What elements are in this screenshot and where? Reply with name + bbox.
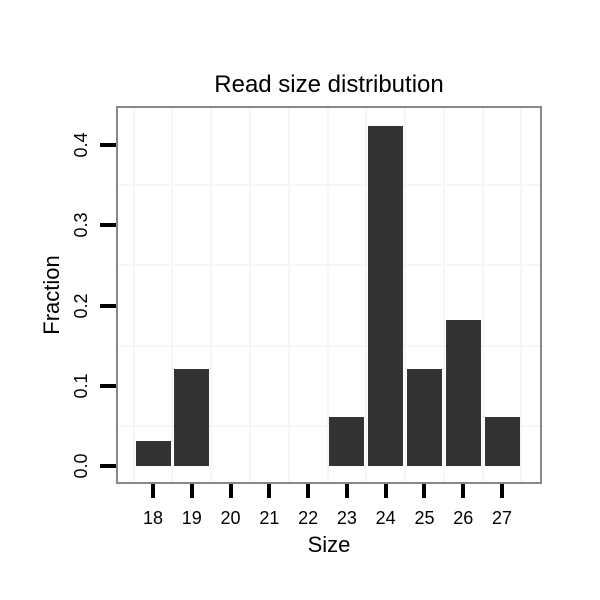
chart-title: Read size distribution: [214, 71, 444, 98]
bar-23: [329, 417, 365, 466]
minor-gridline-vertical: [326, 108, 329, 482]
y-tick-mark-0.1: [100, 383, 116, 388]
x-tick-label-18: 18: [142, 508, 164, 528]
x-tick-label-25: 25: [414, 508, 435, 528]
y-axis-label: Fraction: [39, 255, 64, 335]
minor-gridline-horizontal: [118, 264, 540, 267]
plot-panel: [116, 106, 542, 484]
x-tick-label-22: 22: [298, 508, 319, 528]
bar-27: [484, 417, 520, 466]
y-tick-label-0.4: 0.4: [71, 132, 91, 158]
minor-gridline-horizontal: [118, 184, 540, 187]
minor-gridline-vertical: [481, 108, 484, 482]
x-tick-label-26: 26: [453, 508, 474, 528]
x-tick-mark-18: [151, 484, 155, 498]
x-tick-label-21: 21: [259, 508, 280, 528]
x-tick-mark-23: [344, 484, 349, 498]
bar-25: [406, 368, 442, 466]
y-tick-label-0.2: 0.2: [71, 292, 91, 319]
x-tick-label-19: 19: [181, 508, 202, 528]
x-tick-mark-22: [306, 484, 311, 498]
x-tick-mark-26: [461, 484, 466, 498]
x-tick-label-23: 23: [336, 508, 357, 528]
minor-gridline-vertical: [442, 108, 445, 482]
minor-gridline-horizontal: [118, 344, 540, 347]
x-tick-mark-24: [383, 484, 388, 498]
y-tick-mark-0.4: [100, 143, 116, 148]
x-tick-mark-27: [500, 484, 505, 498]
minor-gridline-vertical: [287, 108, 290, 482]
x-tick-label-20: 20: [220, 508, 241, 528]
x-axis-label: Size: [307, 532, 351, 557]
bar-19: [174, 368, 210, 466]
y-tick-mark-0.3: [100, 223, 116, 228]
bar-26: [445, 320, 481, 466]
bar-24: [368, 125, 404, 466]
minor-gridline-vertical: [132, 108, 135, 482]
y-tick-mark-0.2: [100, 303, 116, 308]
y-tick-label-0.0: 0.0: [71, 453, 91, 479]
x-tick-mark-19: [189, 484, 194, 498]
bar-18: [135, 441, 171, 466]
minor-gridline-vertical: [365, 108, 368, 482]
x-tick-mark-25: [422, 484, 427, 498]
minor-gridline-vertical: [171, 108, 174, 482]
x-tick-label-27: 27: [492, 508, 513, 528]
x-tick-mark-20: [228, 484, 233, 498]
y-tick-mark-0.0: [100, 463, 116, 468]
minor-gridline-vertical: [248, 108, 251, 482]
x-tick-mark-21: [267, 484, 272, 498]
y-tick-label-0.3: 0.3: [71, 212, 91, 238]
x-tick-label-24: 24: [375, 508, 396, 528]
minor-gridline-vertical: [520, 108, 523, 482]
minor-gridline-vertical: [404, 108, 407, 482]
y-tick-label-0.1: 0.1: [71, 373, 91, 399]
minor-gridline-horizontal: [118, 424, 540, 427]
minor-gridline-vertical: [210, 108, 213, 482]
